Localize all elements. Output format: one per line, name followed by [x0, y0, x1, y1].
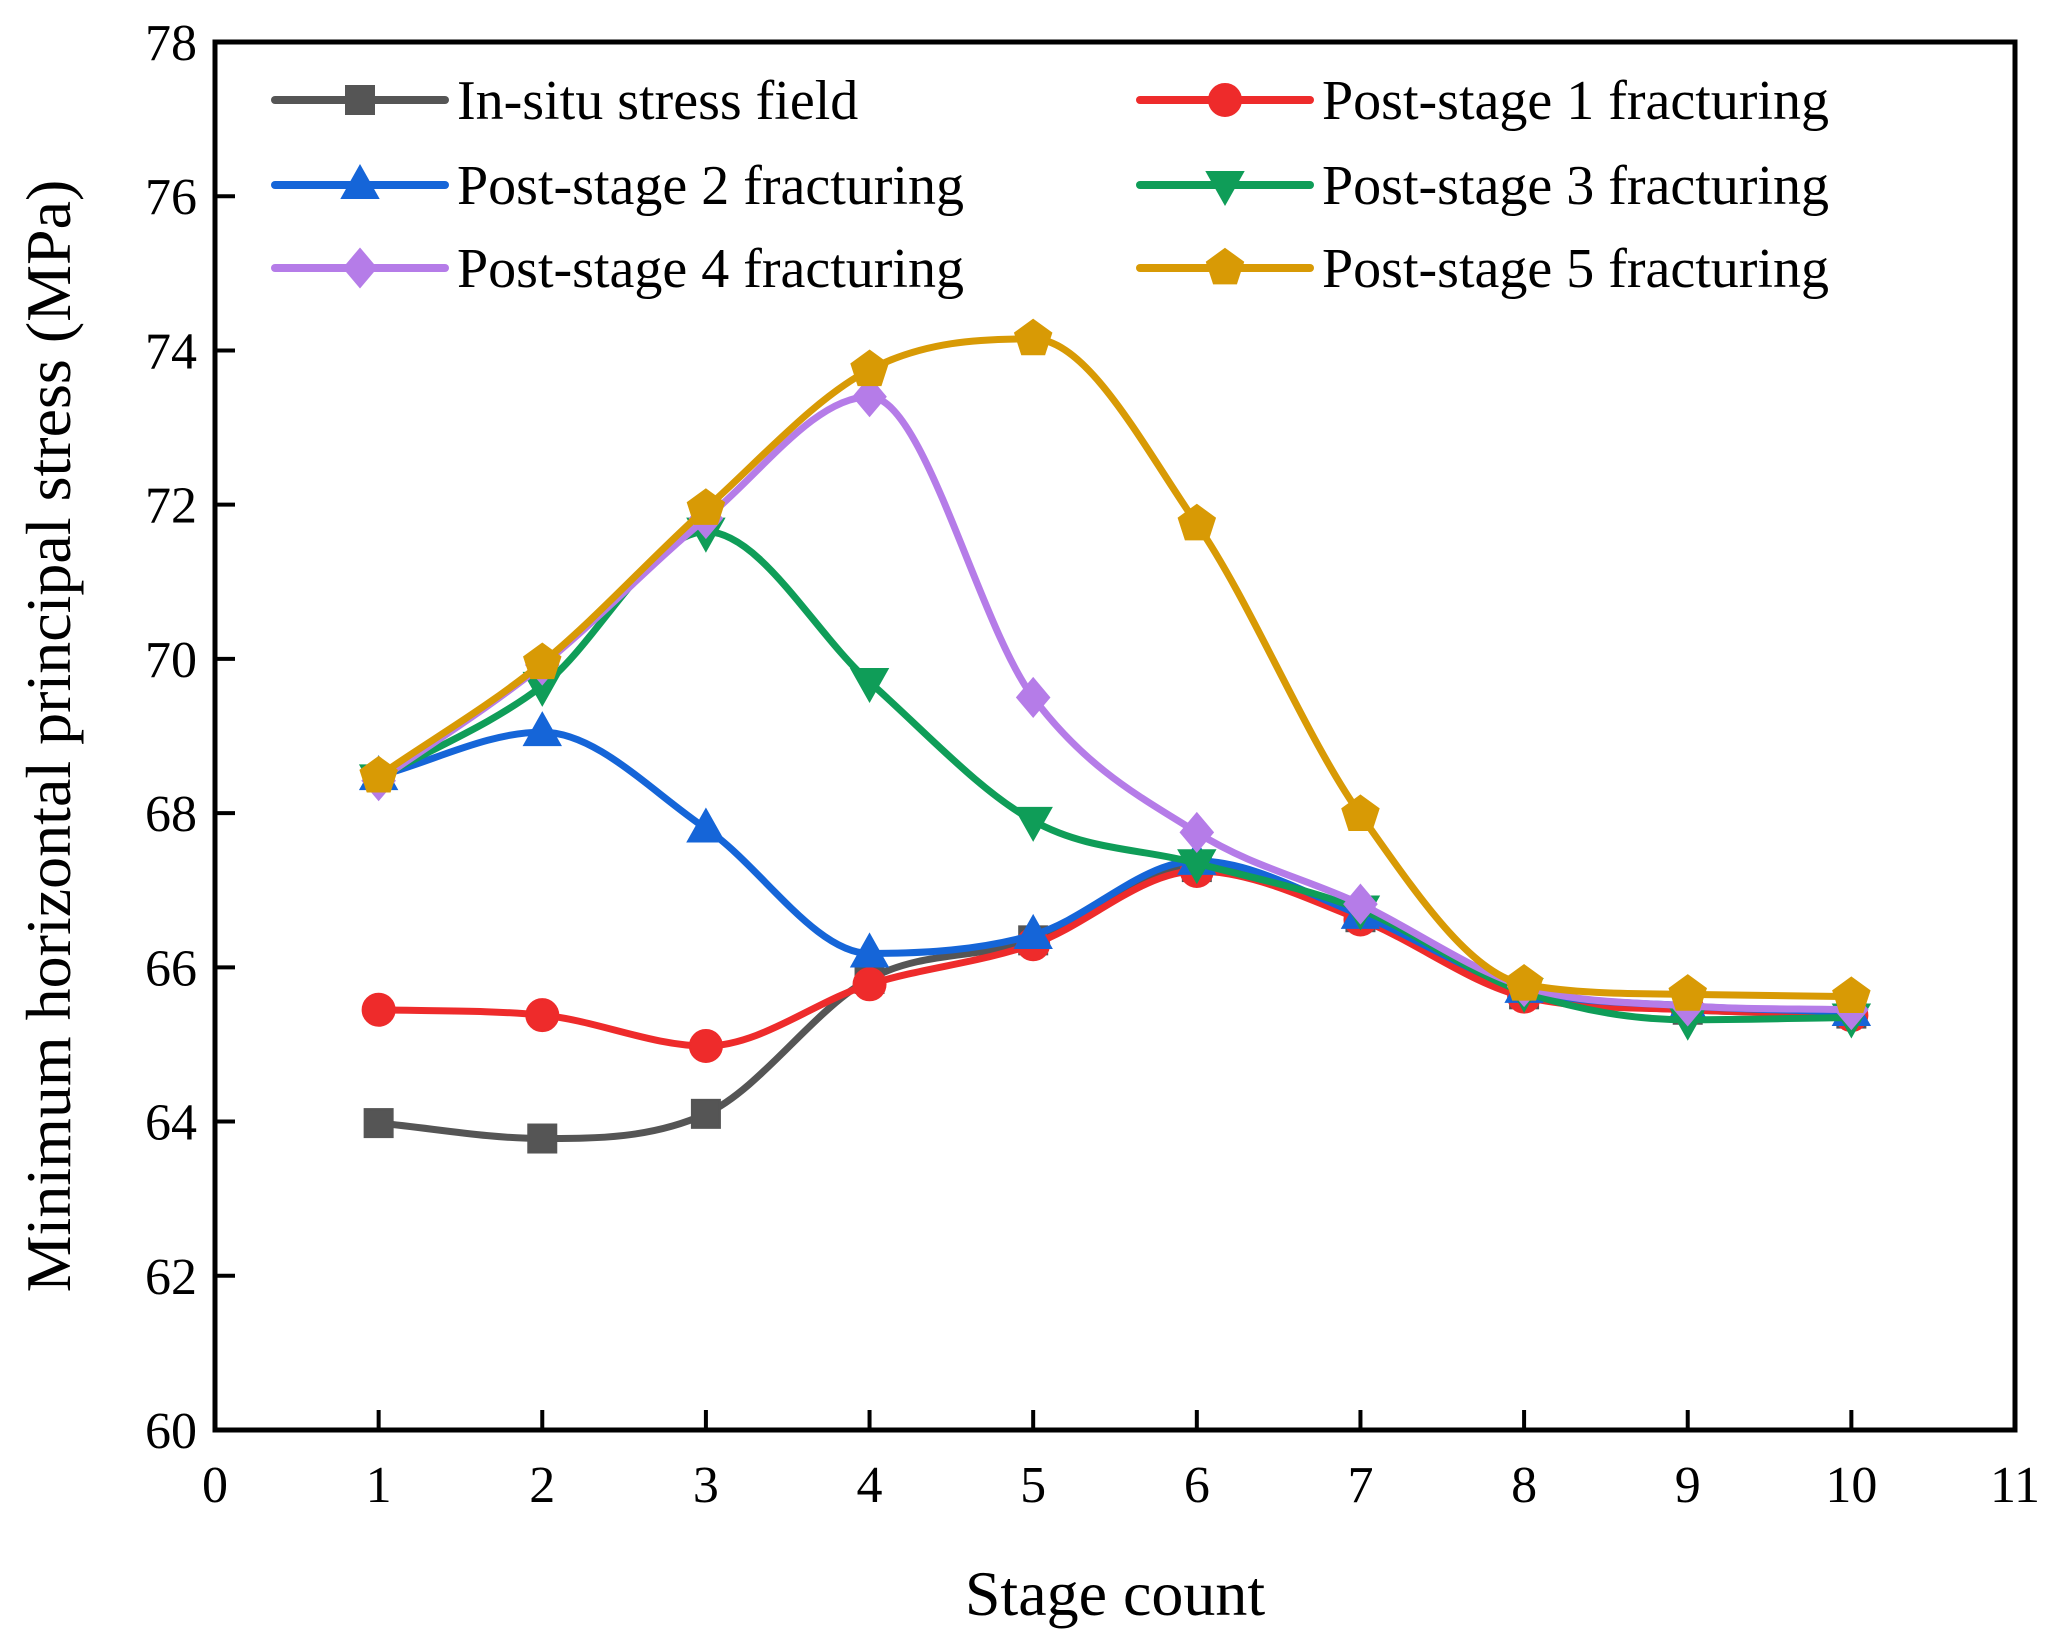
legend-label: Post-stage 4 fracturing — [457, 238, 964, 300]
data-point — [1013, 806, 1053, 842]
data-point — [1013, 318, 1053, 356]
legend-item: Post-stage 1 fracturing — [1136, 70, 1829, 132]
data-point — [1504, 964, 1544, 1001]
legend-item: Post-stage 4 fracturing — [271, 238, 964, 300]
legend-label: Post-stage 5 fracturing — [1322, 238, 1829, 300]
legend-marker — [345, 85, 375, 115]
legend-marker — [340, 163, 380, 199]
y-tick-label: 60 — [145, 1403, 197, 1460]
legend-marker — [342, 247, 378, 289]
legend-marker — [1208, 83, 1242, 117]
y-axis: 60 62 64 66 68 70 72 74 76 78 — [145, 15, 235, 1460]
legend-item: Post-stage 3 fracturing — [1136, 155, 1829, 217]
data-point — [686, 488, 726, 525]
series-line — [375, 335, 1855, 1001]
x-tick-label: 3 — [693, 1457, 719, 1514]
plot-frame — [212, 39, 2018, 1433]
x-tick-label: 4 — [857, 1457, 883, 1514]
data-point — [1341, 794, 1380, 832]
data-point — [523, 642, 562, 680]
y-tick-label: 78 — [145, 15, 197, 72]
y-tick-label: 76 — [145, 169, 197, 226]
legend-label: Post-stage 2 fracturing — [457, 155, 964, 217]
data-point — [527, 1123, 558, 1154]
data-point — [849, 668, 890, 704]
series-line — [375, 867, 1855, 1050]
x-tick-label: 9 — [1675, 1457, 1701, 1514]
y-tick-label: 72 — [145, 478, 197, 535]
data-point — [1015, 676, 1051, 718]
data-point — [1668, 974, 1707, 1011]
legend-item: Post-stage 2 fracturing — [271, 155, 964, 217]
data-point — [1177, 503, 1217, 541]
x-tick-label: 0 — [202, 1457, 228, 1514]
legend-label: Post-stage 3 fracturing — [1322, 155, 1829, 217]
x-tick-label: 6 — [1184, 1457, 1210, 1514]
data-point — [850, 349, 889, 387]
series-layer — [358, 318, 1872, 1154]
legend-marker — [1205, 247, 1245, 285]
x-axis-title: Stage count — [965, 1558, 1266, 1629]
y-tick-label: 74 — [145, 323, 197, 380]
data-point — [690, 1098, 721, 1129]
y-tick-label: 70 — [145, 632, 197, 689]
data-point — [686, 807, 726, 843]
series-post-stage-5 — [359, 318, 1871, 1014]
data-point — [1343, 883, 1378, 925]
legend-item: In-situ stress field — [271, 70, 858, 132]
data-point — [1013, 913, 1053, 949]
legend: In-situ stress field Post-stage 1 fractur… — [271, 70, 1829, 300]
data-point — [522, 711, 562, 747]
x-tick-label: 1 — [366, 1457, 392, 1514]
data-point — [359, 755, 398, 793]
data-point — [525, 998, 560, 1033]
legend-label: In-situ stress field — [457, 70, 858, 132]
y-tick-label: 62 — [145, 1249, 197, 1306]
x-tick-label: 5 — [1020, 1457, 1046, 1514]
data-point — [363, 1108, 394, 1139]
data-point — [852, 967, 887, 1002]
y-tick-label: 64 — [145, 1095, 197, 1152]
series-line — [375, 393, 1855, 1014]
data-point — [688, 1028, 723, 1063]
x-tick-label: 8 — [1511, 1457, 1537, 1514]
x-tick-label: 2 — [529, 1457, 555, 1514]
y-axis-title: Minimum horizontal principal stress (MPa… — [13, 180, 84, 1293]
data-point — [849, 932, 890, 968]
data-point — [361, 992, 396, 1027]
legend-marker — [1205, 171, 1245, 207]
legend-item: Post-stage 5 fracturing — [1136, 238, 1829, 300]
x-tick-label: 7 — [1347, 1457, 1373, 1514]
x-axis: 0 1 2 3 4 5 6 7 8 9 10 11 — [202, 1410, 2040, 1514]
y-tick-label: 68 — [145, 786, 197, 843]
x-tick-label: 10 — [1825, 1457, 1877, 1514]
data-point — [1832, 976, 1871, 1014]
data-point — [852, 376, 887, 418]
legend-label: Post-stage 1 fracturing — [1322, 70, 1829, 132]
data-point — [1179, 811, 1215, 853]
y-tick-label: 66 — [145, 940, 197, 997]
x-tick-label: 11 — [1990, 1457, 2040, 1514]
